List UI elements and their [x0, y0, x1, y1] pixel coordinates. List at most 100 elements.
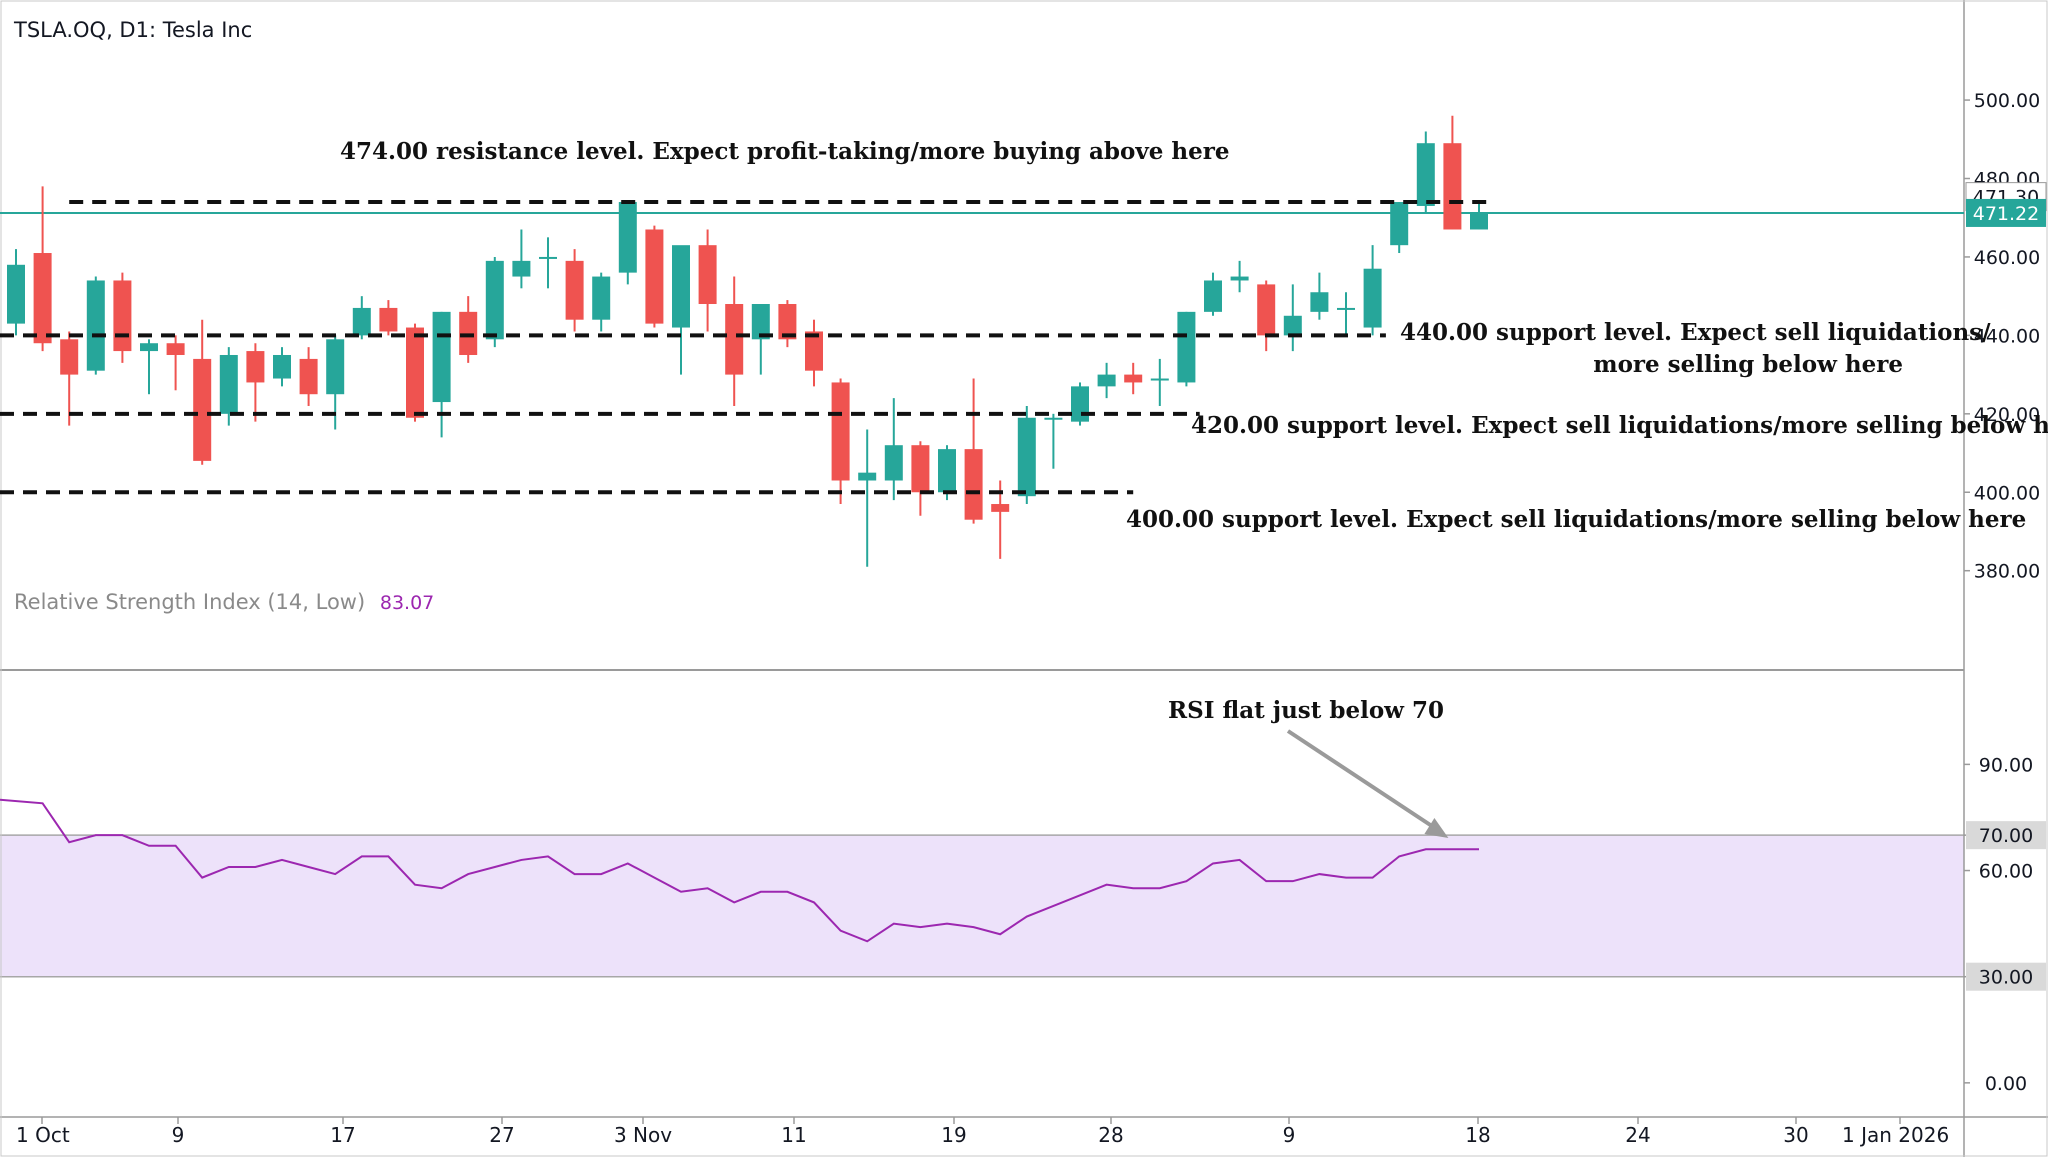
- candle-body: [778, 304, 797, 340]
- price-axis-label: 460.00: [1974, 247, 2040, 269]
- candle-body: [1230, 276, 1249, 281]
- date-axis-label: 19: [941, 1123, 966, 1147]
- candle-body: [60, 339, 79, 375]
- candle-body: [1470, 213, 1488, 230]
- candle-body: [725, 304, 744, 375]
- candle-body: [938, 449, 956, 493]
- rsi-annotation-label: RSI flat just below 70: [1168, 697, 1444, 724]
- candle-body: [672, 245, 690, 328]
- symbol-title: TSLA.OQ, D1: Tesla Inc: [14, 18, 253, 42]
- rsi-axis-label: 0.00: [1985, 1073, 2027, 1095]
- price-axis-label: 420.00: [1974, 404, 2040, 426]
- candle-body: [751, 304, 770, 340]
- candle-body: [592, 276, 611, 320]
- candle-body: [7, 264, 25, 324]
- price-axis-label: 500.00: [1974, 90, 2040, 112]
- date-axis-label: 18: [1465, 1123, 1490, 1147]
- candle-body: [299, 358, 318, 395]
- date-axis-label: 9: [172, 1123, 185, 1147]
- date-axis-label: 9: [1283, 1123, 1296, 1147]
- candle-body: [273, 354, 291, 379]
- candle-body: [1150, 378, 1169, 381]
- candle-body: [884, 445, 903, 481]
- candle-body: [246, 351, 265, 383]
- candle-body: [113, 280, 132, 352]
- level-label-420: 420.00 support level. Expect sell liquid…: [1191, 412, 2048, 439]
- candle-body: [1097, 374, 1116, 387]
- candle-body: [166, 343, 185, 355]
- candle-body: [698, 245, 717, 305]
- level-label-474: 474.00 resistance level. Expect profit-t…: [340, 138, 1229, 165]
- rsi-band-tag: [1966, 821, 2046, 850]
- candle-body: [805, 331, 823, 371]
- candle-body: [645, 229, 664, 324]
- date-axis-label: 24: [1625, 1123, 1650, 1147]
- last-price-tag: [1966, 198, 2046, 227]
- candle-body: [406, 327, 424, 418]
- candle-body: [1390, 202, 1409, 246]
- rsi-band: [0, 835, 1964, 977]
- candle-body: [1124, 374, 1143, 383]
- candle-body: [964, 449, 983, 520]
- candle-body: [379, 307, 398, 332]
- candle-body: [1044, 417, 1063, 420]
- date-axis-label: 17: [330, 1123, 355, 1147]
- candle-body: [911, 445, 930, 493]
- candle-body: [485, 260, 504, 340]
- candle-body: [1204, 280, 1222, 312]
- candle-body: [86, 280, 105, 371]
- candle-body: [193, 358, 212, 461]
- candle-body: [352, 307, 371, 336]
- candle-body: [326, 339, 345, 395]
- rsi-line: [0, 798, 1479, 943]
- level-label-400: 400.00 support level. Expect sell liquid…: [1126, 506, 2026, 533]
- last-price-label: 471.22: [1973, 203, 2039, 225]
- candle-body: [858, 472, 877, 481]
- rsi-legend: Relative Strength Index (14, Low) 83.07: [14, 590, 434, 614]
- candle-body: [1257, 284, 1276, 336]
- candle-body: [432, 311, 451, 403]
- rsi-annotation-arrowhead: [1424, 818, 1449, 838]
- rsi-axis-label: 60.00: [1979, 861, 2033, 883]
- level-label-440: 440.00 support level. Expect sell liquid…: [1400, 319, 1991, 346]
- rsi-legend-label: Relative Strength Index (14, Low): [14, 590, 366, 614]
- candle-body: [618, 202, 637, 273]
- date-axis-label: 28: [1098, 1123, 1123, 1147]
- price-axis-label: 400.00: [1974, 482, 2040, 504]
- candle-body: [1443, 143, 1462, 230]
- date-axis-label: 27: [489, 1123, 514, 1147]
- rsi-axis-label: 30.00: [1979, 967, 2033, 989]
- candle-body: [140, 343, 158, 352]
- level-label-440: more selling below here: [1593, 351, 1903, 378]
- price-axis-label: 440.00: [1974, 325, 2040, 347]
- candle-body: [1337, 307, 1355, 310]
- candle-body: [1363, 268, 1382, 328]
- date-axis-label: 3 Nov: [614, 1123, 672, 1147]
- price-axis-label: 380.00: [1974, 561, 2040, 583]
- rsi-band-tag: [1966, 962, 2046, 991]
- candle-body: [1177, 311, 1196, 383]
- candle-body: [1283, 315, 1302, 336]
- candle-body: [539, 256, 557, 259]
- candle-body: [1310, 292, 1329, 312]
- candle-body: [831, 382, 850, 481]
- date-axis-label: 11: [781, 1123, 806, 1147]
- date-axis-label: 1 Jan 2026: [1842, 1123, 1949, 1147]
- candle-body: [219, 354, 238, 414]
- date-axis-label: 1 Oct: [16, 1123, 70, 1147]
- rsi-legend-value: 83.07: [379, 592, 435, 614]
- date-axis-label: 30: [1783, 1123, 1808, 1147]
- candle-body: [565, 260, 584, 320]
- rsi-axis-label: 90.00: [1979, 754, 2033, 776]
- candle-body: [1416, 143, 1435, 206]
- candle-body: [512, 260, 531, 277]
- candle-body: [991, 504, 1010, 512]
- candle-body: [1071, 386, 1089, 422]
- rsi-axis-label: 70.00: [1979, 825, 2033, 847]
- candle-body: [1017, 417, 1036, 497]
- rsi-annotation-arrow: [1286, 729, 1438, 831]
- candle-body: [33, 253, 52, 344]
